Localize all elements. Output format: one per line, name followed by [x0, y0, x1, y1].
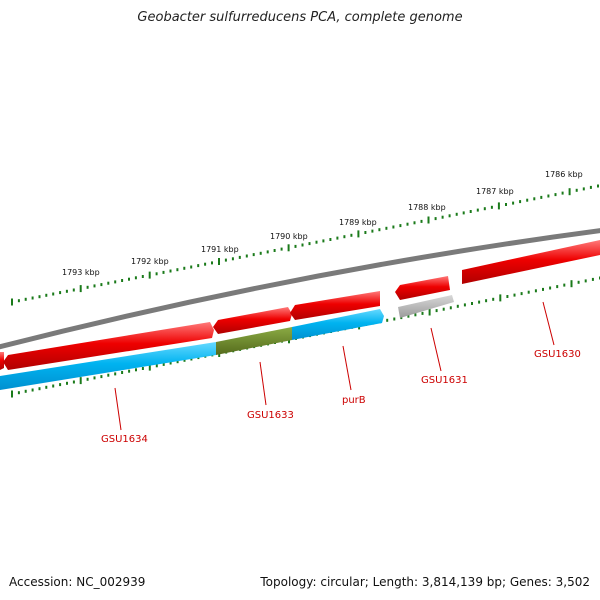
gene-red-2[interactable] [213, 307, 292, 334]
forward-strand-genes [0, 240, 600, 370]
gene-purB[interactable] [292, 309, 384, 340]
kbp-labels: 1793 kbp 1792 kbp 1791 kbp 1790 kbp 1789… [62, 170, 583, 277]
kbp-label: 1791 kbp [201, 245, 239, 254]
reverse-strand-genes [0, 295, 454, 390]
gene-label-purB[interactable]: purB [342, 395, 366, 406]
gene-red-4[interactable] [395, 276, 450, 300]
kbp-label: 1790 kbp [270, 232, 308, 241]
gene-red-5[interactable] [462, 240, 600, 284]
map-title: Geobacter sulfurreducens PCA, complete g… [137, 10, 463, 25]
gene-label-gsu1634[interactable]: GSU1634 [101, 434, 148, 445]
gene-left-partial[interactable] [0, 352, 4, 370]
kbp-label: 1786 kbp [545, 170, 583, 179]
gene-label-gsu1633[interactable]: GSU1633 [247, 410, 294, 421]
genome-backbone [0, 228, 600, 350]
gene-label-gsu1630[interactable]: GSU1630 [534, 349, 581, 360]
kbp-label: 1789 kbp [339, 218, 377, 227]
gene-labels: GSU1634 GSU1633 purB GSU1631 GSU1630 [101, 349, 581, 445]
accession-text: Accession: NC_002939 [9, 575, 146, 589]
kbp-tick-ring [11, 184, 599, 306]
kbp-label: 1793 kbp [62, 268, 100, 277]
gene-red-1[interactable] [3, 322, 214, 370]
kbp-label: 1787 kbp [476, 187, 514, 196]
topology-text: Topology: circular; Length: 3,814,139 bp… [260, 575, 590, 589]
gene-red-3[interactable] [290, 291, 380, 320]
gene-gsu1634[interactable] [0, 342, 216, 390]
gene-leader-lines [114, 301, 555, 431]
gene-gsu1631[interactable] [398, 295, 454, 318]
kbp-label: 1792 kbp [131, 257, 169, 266]
gene-gsu1633[interactable] [216, 327, 292, 355]
kbp-label: 1788 kbp [408, 203, 446, 212]
gene-label-gsu1631[interactable]: GSU1631 [421, 375, 468, 386]
